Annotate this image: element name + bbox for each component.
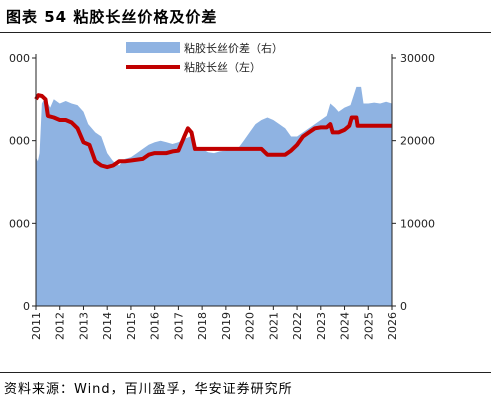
x-tick-label: 2022 [291, 312, 304, 340]
left-tick-label: 0 [23, 300, 30, 313]
x-tick-label: 2024 [339, 312, 352, 340]
title-rule [0, 32, 491, 33]
x-tick-label: 2015 [125, 312, 138, 340]
x-tick-label: 2020 [244, 312, 257, 340]
x-tick-label: 2011 [30, 312, 43, 340]
left-tick-label: 000 [9, 135, 30, 148]
x-tick-label: 2017 [172, 312, 185, 340]
x-tick-label: 2021 [267, 312, 280, 340]
x-tick-label: 2013 [77, 312, 90, 340]
chart-legend: 粘胶长丝价差（右） 粘胶长丝（左） [126, 41, 283, 74]
x-tick-label: 2019 [220, 312, 233, 340]
right-tick-label: 20000 [400, 135, 435, 148]
x-tick-label: 2018 [196, 312, 209, 340]
source-rule [0, 372, 491, 373]
x-tick-label: 2014 [101, 312, 114, 340]
price-line [34, 93, 392, 170]
legend-swatch-spread [126, 42, 180, 53]
legend-label-price: 粘胶长丝（左） [184, 60, 261, 74]
x-tick-label: 2012 [54, 312, 67, 340]
x-tick-label: 2025 [362, 312, 375, 340]
right-tick-label: 10000 [400, 217, 435, 230]
x-tick-label: 2016 [149, 312, 162, 340]
source-note: 资料来源：Wind，百川盈孚，华安证券研究所 [4, 382, 293, 397]
chart-title: 图表 54 粘胶长丝价格及价差 [6, 8, 218, 26]
right-tick-label: 30000 [400, 52, 435, 65]
left-tick-label: 000 [9, 52, 30, 65]
x-tick-label: 2023 [315, 312, 328, 340]
legend-label-spread: 粘胶长丝价差（右） [184, 41, 283, 55]
x-tick-label: 2026 [386, 312, 399, 340]
spread-area [36, 86, 392, 307]
right-tick-label: 0 [400, 300, 407, 313]
left-tick-label: 000 [9, 217, 30, 230]
